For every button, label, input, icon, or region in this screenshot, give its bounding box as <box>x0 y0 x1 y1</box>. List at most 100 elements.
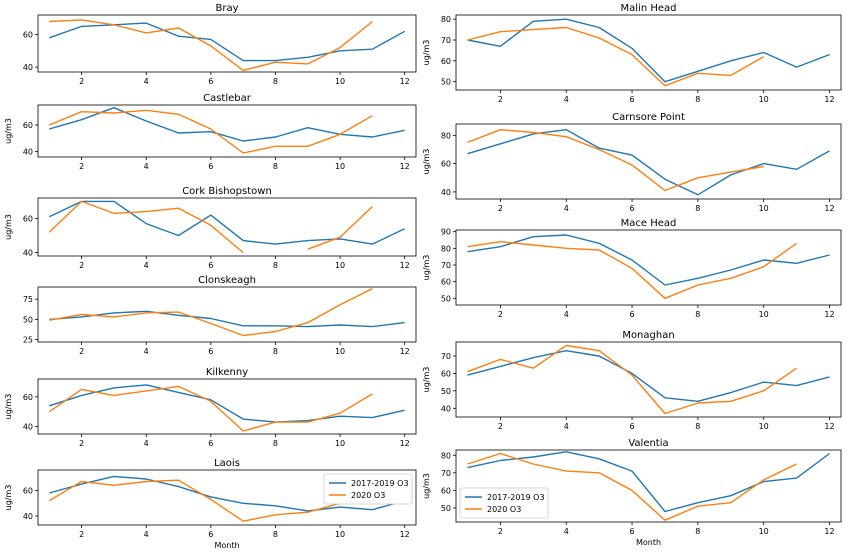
series-line-2017-2019 <box>467 18 830 83</box>
panel-title: Laois <box>214 458 240 469</box>
series-line-2017-2019 <box>467 451 830 513</box>
series-line-2020 <box>49 109 373 154</box>
series-line-2020 <box>467 344 797 415</box>
y-tick-label: 60 <box>441 160 451 169</box>
x-tick-label: 12 <box>824 422 834 431</box>
x-tick-label: 6 <box>208 530 213 539</box>
series-line-2017-2019 <box>467 350 830 402</box>
legend-label: 2020 O3 <box>487 505 521 514</box>
series-line-2020 <box>49 287 373 337</box>
x-tick-label: 2 <box>79 261 84 270</box>
x-tick-label: 8 <box>695 422 700 431</box>
x-tick-label: 4 <box>564 422 569 431</box>
panel-castlebar: Castlebar 2 4 6 8 10 12 40 60 ug/m3 <box>4 93 417 171</box>
y-tick-label: 60 <box>23 121 33 130</box>
x-tick-label: 6 <box>208 77 213 86</box>
y-tick-label: 80 <box>441 131 451 140</box>
y-tick-label: 60 <box>23 393 33 402</box>
axes-frame <box>455 341 842 418</box>
panel-valentia: Valentia 2 4 6 8 10 12 50 60 70 80 ug/m3 Month 2017-2… <box>422 438 842 547</box>
y-tick-label: 75 <box>23 295 33 304</box>
legend: 2017-2019 O3 2020 O3 <box>459 487 549 519</box>
series-line-2020 <box>467 26 765 87</box>
x-tick-label: 2 <box>79 347 84 356</box>
x-tick-label: 12 <box>824 95 834 104</box>
panel-title: Cork Bishopstown <box>182 186 272 197</box>
x-tick-label: 8 <box>695 204 700 213</box>
x-tick-label: 4 <box>144 162 149 171</box>
y-tick-label: 50 <box>441 294 451 303</box>
y-tick-label: 40 <box>23 148 33 157</box>
axes-frame <box>37 469 417 526</box>
panel-title: Castlebar <box>203 93 252 104</box>
y-tick-label: 50 <box>23 315 33 324</box>
x-tick-label: 8 <box>695 527 700 536</box>
x-tick-label: 2 <box>498 422 503 431</box>
y-tick-label: 60 <box>441 486 451 495</box>
x-tick-label: 4 <box>564 95 569 104</box>
y-tick-label: 80 <box>441 244 451 253</box>
x-tick-label: 2 <box>79 162 84 171</box>
x-tick-label: 2 <box>498 95 503 104</box>
y-tick-label: 40 <box>23 423 33 432</box>
axes-frame <box>455 229 842 306</box>
x-tick-label: 8 <box>695 95 700 104</box>
panel-title: Carnsore Point <box>612 112 685 123</box>
x-tick-label: 10 <box>759 527 769 536</box>
x-tick-label: 8 <box>273 77 278 86</box>
axes-frame <box>455 14 842 91</box>
axes-frame <box>37 286 417 343</box>
y-tick-label: 70 <box>441 261 451 270</box>
x-tick-label: 12 <box>400 347 410 356</box>
y-tick-label: 40 <box>441 404 451 413</box>
y-tick-label: 25 <box>23 336 33 345</box>
x-tick-label: 8 <box>273 162 278 171</box>
y-axis-label: ug/m3 <box>4 118 13 144</box>
y-tick-label: 60 <box>23 31 33 40</box>
x-tick-label: 6 <box>208 162 213 171</box>
x-tick-label: 10 <box>335 347 345 356</box>
series-line-2017-2019 <box>48 200 406 245</box>
x-tick-label: 8 <box>273 261 278 270</box>
series-line-2020 <box>467 128 764 192</box>
panel-title: Bray <box>215 3 238 14</box>
series-line-2020 <box>49 19 373 72</box>
x-tick-label: 4 <box>564 527 569 536</box>
panel-title: Kilkenny <box>206 367 248 378</box>
x-tick-label: 10 <box>335 439 345 448</box>
x-tick-label: 4 <box>564 310 569 319</box>
series-line-2017-2019 <box>467 128 830 196</box>
x-tick-label: 10 <box>759 422 769 431</box>
panel-carnsore-point: Carnsore Point 2 4 6 8 10 12 40 60 80 ug/m3 <box>422 112 842 213</box>
x-tick-label: 12 <box>824 310 834 319</box>
y-axis-label: ug/m3 <box>422 255 431 281</box>
panel-clonskeagh: Clonskeagh 2 4 6 8 10 12 25 50 75 <box>23 275 417 356</box>
x-tick-label: 10 <box>335 162 345 171</box>
x-tick-label: 4 <box>144 530 149 539</box>
panel-title: Malin Head <box>621 3 677 14</box>
x-tick-label: 10 <box>759 310 769 319</box>
y-tick-label: 80 <box>441 451 451 460</box>
series-line-2020 <box>48 479 341 522</box>
y-tick-label: 70 <box>441 352 451 361</box>
y-axis-label: ug/m3 <box>422 149 431 175</box>
x-tick-label: 10 <box>335 261 345 270</box>
panel-cork-bishopstown: Cork Bishopstown 2 4 6 8 10 12 40 60 ug/m3 <box>4 186 417 270</box>
series-line-2017-2019 <box>49 106 405 142</box>
y-tick-label: 50 <box>441 387 451 396</box>
x-tick-label: 8 <box>273 439 278 448</box>
axes-frame <box>37 378 417 435</box>
x-tick-label: 10 <box>335 77 345 86</box>
legend: 2017-2019 O3 2020 O3 <box>323 473 413 505</box>
y-axis-label: ug/m3 <box>422 473 431 499</box>
y-tick-label: 60 <box>23 486 33 495</box>
legend-label: 2017-2019 O3 <box>487 493 545 502</box>
legend-box <box>459 487 549 519</box>
y-tick-label: 40 <box>23 63 33 72</box>
y-tick-label: 40 <box>23 249 33 258</box>
x-tick-label: 4 <box>144 77 149 86</box>
y-tick-label: 60 <box>441 57 451 66</box>
y-tick-label: 60 <box>441 278 451 287</box>
axes-frame <box>455 449 842 523</box>
